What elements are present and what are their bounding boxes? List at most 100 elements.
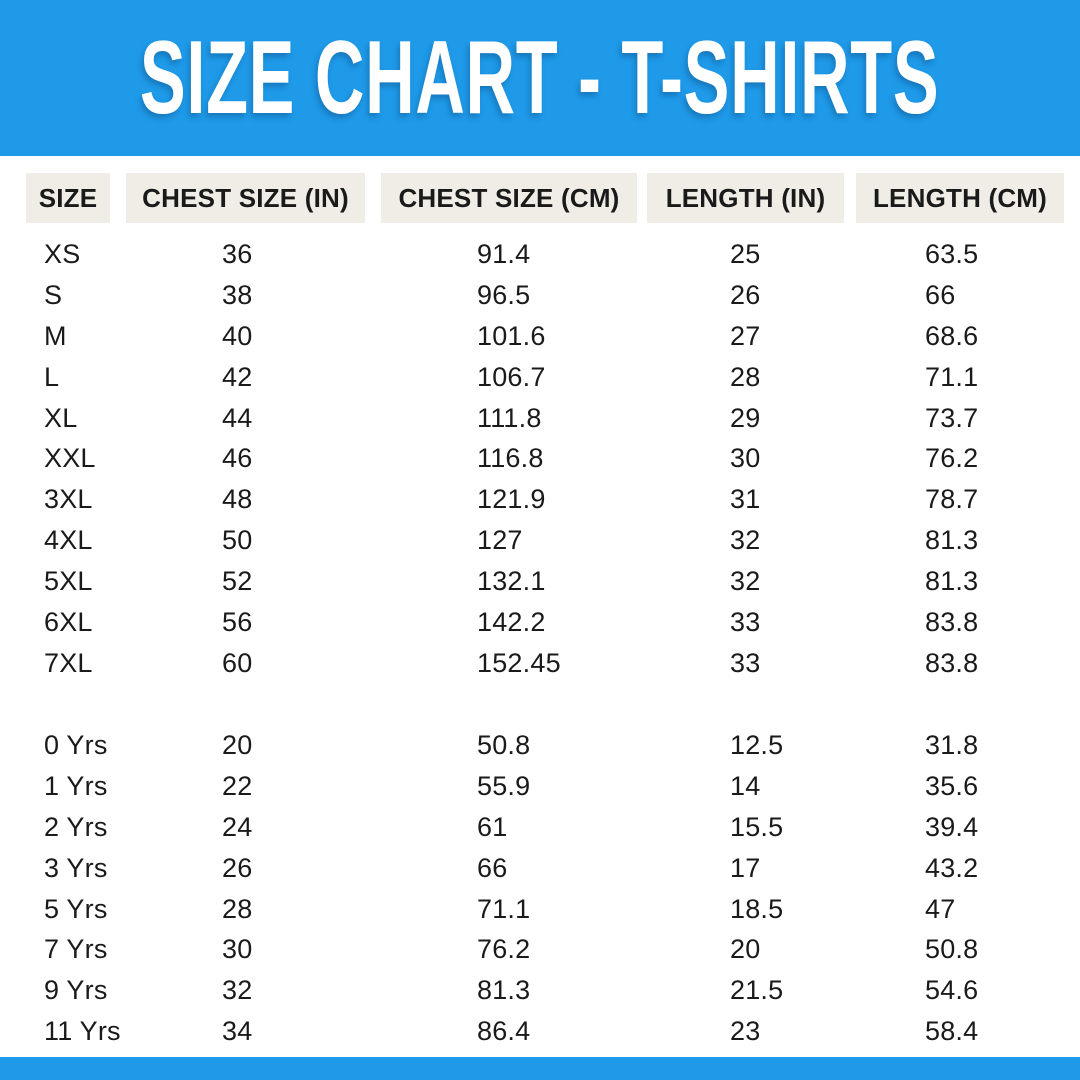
cell-length-in: 23: [730, 1016, 761, 1047]
cell-chest-in: 36: [222, 238, 253, 269]
cell-length-cm: 43.2: [925, 852, 979, 883]
cell-length-in: 18.5: [730, 893, 784, 924]
cell-length-in: 32: [730, 566, 761, 597]
cell-chest-cm: 76.2: [477, 934, 531, 965]
table-row: 9 Yrs 32 81.3 21.5 54.6: [0, 970, 1080, 1011]
table-row: 3 Yrs 26 66 17 43.2: [0, 848, 1080, 889]
table-row: XXL 46 116.8 30 76.2: [0, 438, 1080, 479]
cell-length-in: 30: [730, 443, 761, 474]
cell-length-in: 26: [730, 279, 761, 310]
cell-size: L: [44, 361, 60, 392]
cell-size: 2 Yrs: [44, 811, 108, 842]
cell-chest-in: 38: [222, 279, 253, 310]
cell-length-cm: 31.8: [925, 729, 979, 760]
cell-length-cm: 54.6: [925, 975, 979, 1006]
cell-size: 7XL: [44, 647, 93, 678]
table-row: 5XL 52 132.1 32 81.3: [0, 561, 1080, 602]
table-row: 7 Yrs 30 76.2 20 50.8: [0, 929, 1080, 970]
cell-length-in: 29: [730, 402, 761, 433]
cell-chest-in: 60: [222, 647, 253, 678]
cell-length-cm: 50.8: [925, 934, 979, 965]
cell-size: 7 Yrs: [44, 934, 108, 965]
cell-size: 1 Yrs: [44, 770, 108, 801]
table-row: 0 Yrs 20 50.8 12.5 31.8: [0, 725, 1080, 766]
column-header-length-in: LENGTH (IN): [647, 173, 844, 223]
cell-size: XS: [44, 238, 81, 269]
cell-chest-in: 22: [222, 770, 253, 801]
cell-length-in: 14: [730, 770, 761, 801]
cell-length-in: 27: [730, 320, 761, 351]
table-row: 3XL 48 121.9 31 78.7: [0, 479, 1080, 520]
table-row: 5 Yrs 28 71.1 18.5 47: [0, 889, 1080, 930]
cell-length-in: 33: [730, 647, 761, 678]
cell-chest-cm: 121.9: [477, 484, 546, 515]
cell-chest-in: 40: [222, 320, 253, 351]
cell-chest-cm: 86.4: [477, 1016, 531, 1047]
cell-length-cm: 35.6: [925, 770, 979, 801]
cell-chest-cm: 55.9: [477, 770, 531, 801]
cell-length-cm: 66: [925, 279, 956, 310]
cell-chest-in: 50: [222, 525, 253, 556]
column-header-length-cm: LENGTH (CM): [856, 173, 1064, 223]
cell-chest-cm: 101.6: [477, 320, 546, 351]
banner: SIZE CHART - T-SHIRTS: [0, 0, 1080, 156]
cell-chest-in: 48: [222, 484, 253, 515]
cell-size: XL: [44, 402, 78, 433]
cell-chest-cm: 116.8: [477, 443, 544, 474]
cell-chest-cm: 91.4: [477, 238, 531, 269]
cell-chest-cm: 66: [477, 852, 508, 883]
cell-length-cm: 68.6: [925, 320, 979, 351]
column-header-chest-cm: CHEST SIZE (CM): [381, 173, 637, 223]
table-row: XS 36 91.4 25 63.5: [0, 234, 1080, 275]
cell-length-cm: 81.3: [925, 566, 979, 597]
cell-chest-in: 42: [222, 361, 253, 392]
cell-chest-in: 28: [222, 893, 253, 924]
cell-chest-in: 56: [222, 606, 253, 637]
cell-length-in: 28: [730, 361, 761, 392]
cell-length-cm: 73.7: [925, 402, 979, 433]
cell-size: XXL: [44, 443, 96, 474]
cell-size: 5 Yrs: [44, 893, 108, 924]
cell-chest-cm: 111.8: [477, 402, 542, 433]
cell-length-in: 20: [730, 934, 761, 965]
cell-size: M: [44, 320, 67, 351]
cell-size: 11 Yrs: [44, 1016, 121, 1047]
cell-size: 5XL: [44, 566, 93, 597]
cell-length-in: 32: [730, 525, 761, 556]
cell-chest-cm: 132.1: [477, 566, 546, 597]
cell-length-cm: 58.4: [925, 1016, 979, 1047]
cell-chest-in: 24: [222, 811, 253, 842]
page-title: SIZE CHART - T-SHIRTS: [140, 20, 940, 136]
adult-sizes-section: XS 36 91.4 25 63.5 S 38 96.5 26 66 M 40 …: [0, 234, 1080, 684]
table-header-row: SIZE CHEST SIZE (IN) CHEST SIZE (CM) LEN…: [0, 173, 1080, 223]
table-row: 2 Yrs 24 61 15.5 39.4: [0, 807, 1080, 848]
cell-chest-cm: 96.5: [477, 279, 531, 310]
cell-length-cm: 39.4: [925, 811, 979, 842]
cell-length-cm: 83.8: [925, 606, 979, 637]
cell-chest-in: 30: [222, 934, 253, 965]
table-row: 1 Yrs 22 55.9 14 35.6: [0, 766, 1080, 807]
cell-size: 6XL: [44, 606, 93, 637]
cell-chest-cm: 50.8: [477, 729, 531, 760]
cell-chest-in: 34: [222, 1016, 253, 1047]
table-row: 11 Yrs 34 86.4 23 58.4: [0, 1011, 1080, 1052]
table-row: M 40 101.6 27 68.6: [0, 316, 1080, 357]
table-row: 4XL 50 127 32 81.3: [0, 520, 1080, 561]
cell-chest-cm: 106.7: [477, 361, 546, 392]
footer-bar: [0, 1057, 1080, 1080]
cell-chest-in: 32: [222, 975, 253, 1006]
cell-length-in: 17: [730, 852, 761, 883]
cell-length-in: 25: [730, 238, 761, 269]
cell-size: 4XL: [44, 525, 93, 556]
cell-chest-in: 20: [222, 729, 253, 760]
cell-chest-cm: 71.1: [477, 893, 531, 924]
cell-size: 0 Yrs: [44, 729, 108, 760]
table-row: 7XL 60 152.45 33 83.8: [0, 643, 1080, 684]
cell-length-cm: 71.1: [925, 361, 979, 392]
cell-length-cm: 47: [925, 893, 956, 924]
table-row: XL 44 111.8 29 73.7: [0, 398, 1080, 439]
cell-chest-cm: 81.3: [477, 975, 531, 1006]
cell-chest-in: 46: [222, 443, 253, 474]
cell-size: 3XL: [44, 484, 93, 515]
cell-size: 9 Yrs: [44, 975, 108, 1006]
